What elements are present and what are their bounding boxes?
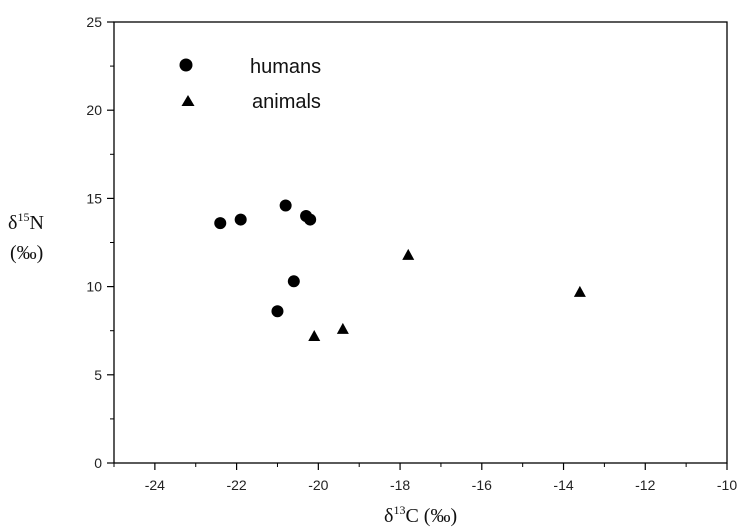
y-tick-label: 20 (86, 102, 102, 118)
svg-text:δ15N: δ15N (8, 210, 44, 234)
y-axis-title-main: N (29, 212, 43, 234)
legend-marker-humans (179, 58, 193, 72)
svg-text:δ13C (‰): δ13C (‰) (384, 503, 457, 527)
point-animals (336, 322, 349, 334)
point-animals (573, 285, 586, 297)
x-axis-title-main: C (‰) (405, 505, 457, 527)
legend-label-humans: humans (250, 56, 321, 78)
x-tick-label: -20 (308, 477, 328, 493)
x-tick-label: -24 (145, 477, 165, 493)
legend: humans animals (179, 56, 321, 113)
y-tick-label: 15 (86, 190, 102, 206)
x-tick-label: -16 (472, 477, 492, 493)
y-axis-title: δ15N (‰) (8, 210, 44, 264)
y-axis-title-sup: 15 (17, 210, 29, 224)
x-axis-title: δ13C (‰) (384, 503, 457, 527)
x-tick-label: -18 (390, 477, 410, 493)
x-tick-label: -10 (717, 477, 737, 493)
point-humans (234, 213, 247, 226)
y-tick-label: 5 (94, 367, 102, 383)
plot-frame (113, 21, 728, 464)
point-humans (271, 305, 284, 318)
legend-marker-animals (181, 95, 195, 106)
legend-label-animals: animals (252, 91, 321, 113)
y-tick-label: 10 (86, 279, 102, 295)
y-axis: 0 5 10 15 20 25 (86, 14, 114, 471)
data-points (214, 199, 586, 341)
x-tick-label: -14 (553, 477, 573, 493)
point-humans (304, 213, 317, 226)
y-axis-title-unit: (‰) (10, 242, 43, 264)
y-axis-title-prefix: δ (8, 212, 17, 234)
y-tick-label: 0 (94, 455, 102, 471)
x-axis-title-sup: 13 (393, 503, 405, 517)
point-animals (402, 248, 415, 260)
point-humans (279, 199, 292, 212)
x-axis: -24 -22 -20 -18 -16 -14 -12 -10 (113, 463, 737, 493)
x-axis-title-prefix: δ (384, 505, 393, 527)
point-humans (287, 275, 300, 288)
x-tick-label: -22 (226, 477, 246, 493)
point-humans (214, 217, 227, 230)
x-tick-label: -12 (635, 477, 655, 493)
y-tick-label: 25 (86, 14, 102, 30)
point-animals (308, 329, 321, 341)
